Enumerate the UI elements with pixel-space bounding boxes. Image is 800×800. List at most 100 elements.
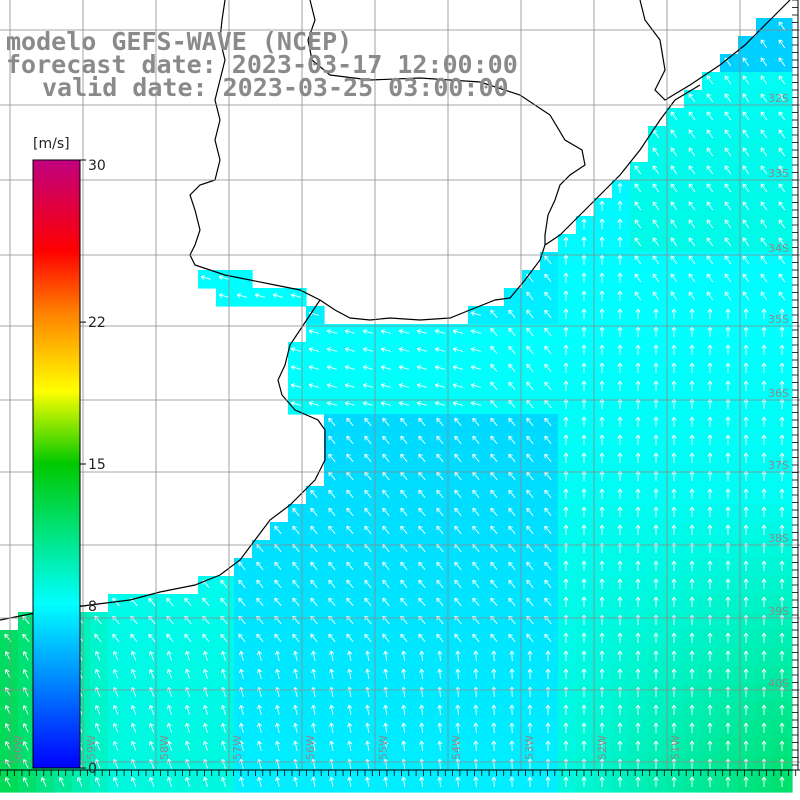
wind-cell xyxy=(522,684,541,703)
wind-arrow xyxy=(148,668,155,679)
wind-cell xyxy=(198,666,217,685)
wind-arrow xyxy=(742,237,750,247)
wind-arrow xyxy=(490,579,498,589)
wind-arrow xyxy=(4,777,11,787)
wind-arrow xyxy=(743,308,749,319)
wind-cell xyxy=(468,324,487,343)
wind-arrow xyxy=(707,308,713,319)
wind-cell xyxy=(180,720,199,739)
wind-arrow xyxy=(347,704,353,715)
wind-cell xyxy=(594,288,613,307)
wind-cell xyxy=(414,396,433,415)
wind-arrow xyxy=(365,740,371,752)
wind-cell xyxy=(576,702,595,721)
wind-cell xyxy=(738,594,757,613)
wind-arrow xyxy=(671,488,677,499)
wind-arrow xyxy=(689,578,695,589)
wind-cell xyxy=(630,540,649,559)
wind-arrow xyxy=(491,740,497,752)
wind-cell xyxy=(594,216,613,235)
wind-cell xyxy=(648,540,667,559)
wind-cell xyxy=(594,360,613,379)
wind-cell xyxy=(504,684,523,703)
wind-cell xyxy=(720,594,739,613)
wind-cell xyxy=(450,648,469,667)
wind-cell xyxy=(18,684,37,703)
wind-arrow xyxy=(725,380,731,391)
wind-arrow xyxy=(724,237,732,247)
wind-arrow xyxy=(508,345,516,355)
wind-arrow xyxy=(599,218,605,229)
wind-arrow xyxy=(398,365,409,370)
wind-arrow xyxy=(581,362,587,373)
wind-arrow xyxy=(490,561,498,571)
wind-cell xyxy=(90,774,109,793)
wind-arrow xyxy=(617,722,623,733)
wind-cell xyxy=(666,738,685,757)
wind-arrow xyxy=(635,632,641,643)
wind-cell xyxy=(702,522,721,541)
wind-cell xyxy=(702,594,721,613)
wind-arrow xyxy=(760,291,768,301)
wind-cell xyxy=(540,684,559,703)
lat-label: 38S xyxy=(768,532,789,545)
wind-cell xyxy=(396,684,415,703)
wind-arrow xyxy=(382,561,390,571)
wind-arrow xyxy=(779,326,785,337)
wind-arrow xyxy=(308,401,319,406)
wind-arrow xyxy=(185,686,191,697)
wind-cell xyxy=(468,378,487,397)
wind-cell xyxy=(576,756,595,775)
wind-cell xyxy=(216,684,235,703)
wind-cell xyxy=(126,720,145,739)
wind-arrow xyxy=(328,597,336,607)
wind-arrow xyxy=(490,345,498,355)
wind-cell xyxy=(306,720,325,739)
wind-cell xyxy=(774,378,793,397)
wind-cell xyxy=(720,648,739,667)
wind-arrow xyxy=(761,308,767,319)
wind-cell xyxy=(432,648,451,667)
wind-arrow xyxy=(670,111,678,121)
lat-lon-grid xyxy=(0,0,800,770)
wind-arrow xyxy=(274,579,282,589)
wind-arrow xyxy=(778,39,786,49)
wind-arrow xyxy=(707,452,713,463)
wind-cell xyxy=(162,702,181,721)
wind-arrow xyxy=(742,291,750,301)
wind-cell xyxy=(738,378,757,397)
wind-arrow xyxy=(725,416,731,427)
wind-cell xyxy=(468,666,487,685)
wind-arrow xyxy=(272,293,283,298)
wind-arrow xyxy=(707,470,713,481)
wind-arrow xyxy=(544,507,552,517)
wind-arrow xyxy=(671,362,677,373)
wind-arrow xyxy=(635,362,641,373)
wind-cell xyxy=(396,738,415,757)
wind-arrow xyxy=(707,416,713,427)
wind-arrow xyxy=(617,290,623,301)
wind-arrow xyxy=(526,633,534,643)
wind-cell xyxy=(324,666,343,685)
wind-arrow xyxy=(689,344,695,355)
wind-arrow xyxy=(689,560,695,571)
wind-arrow xyxy=(203,722,208,733)
wind-cell xyxy=(396,648,415,667)
wind-cell xyxy=(630,774,649,793)
wind-arrow xyxy=(761,740,767,751)
wind-arrow xyxy=(274,525,282,535)
wind-cell xyxy=(288,702,307,721)
wind-arrow xyxy=(742,129,750,139)
wind-arrow xyxy=(634,255,642,265)
wind-arrow xyxy=(779,470,785,481)
wind-arrow xyxy=(328,633,336,643)
wind-arrow xyxy=(545,668,551,680)
wind-cell xyxy=(414,648,433,667)
wind-arrow xyxy=(599,398,605,409)
wind-arrow xyxy=(689,740,695,751)
wind-arrow xyxy=(437,704,443,716)
wind-arrow xyxy=(308,383,319,388)
wind-cell xyxy=(702,378,721,397)
wind-arrow xyxy=(634,291,642,301)
wind-cell xyxy=(360,738,379,757)
